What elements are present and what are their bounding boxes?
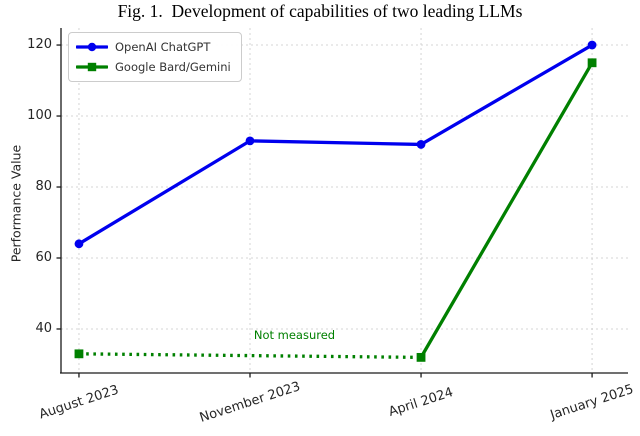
series-line-segment <box>419 43 594 147</box>
data-point-marker <box>416 352 426 362</box>
legend-marker-square-icon <box>76 62 108 72</box>
figure-caption: Fig. 1. Development of capabilities of t… <box>117 1 523 21</box>
data-point-marker <box>587 40 597 50</box>
data-point-marker <box>416 140 426 149</box>
series-line-segment <box>248 139 423 147</box>
series-line-segment <box>77 139 252 246</box>
y-tick-label: 80 <box>35 179 52 194</box>
data-point-marker <box>587 58 597 68</box>
legend-item: OpenAI ChatGPT <box>76 37 231 57</box>
legend-marker-circle-icon <box>76 42 108 52</box>
legend-label: OpenAI ChatGPT <box>115 40 211 54</box>
not-measured-annotation: Not measured <box>253 327 336 342</box>
series-line-segment <box>419 61 594 360</box>
data-point-marker <box>74 239 84 249</box>
y-tick-label: 120 <box>27 37 52 53</box>
y-tick-label: 100 <box>27 108 52 124</box>
legend-label: Google Bard/Gemini <box>115 60 231 74</box>
legend: OpenAI ChatGPT Google Bard/Gemini <box>68 32 242 82</box>
legend-item: Google Bard/Gemini <box>76 57 231 77</box>
y-tick-label: 60 <box>35 250 52 265</box>
data-point-marker <box>74 349 84 359</box>
data-point-marker <box>245 136 255 146</box>
y-tick-label: 40 <box>35 320 52 336</box>
